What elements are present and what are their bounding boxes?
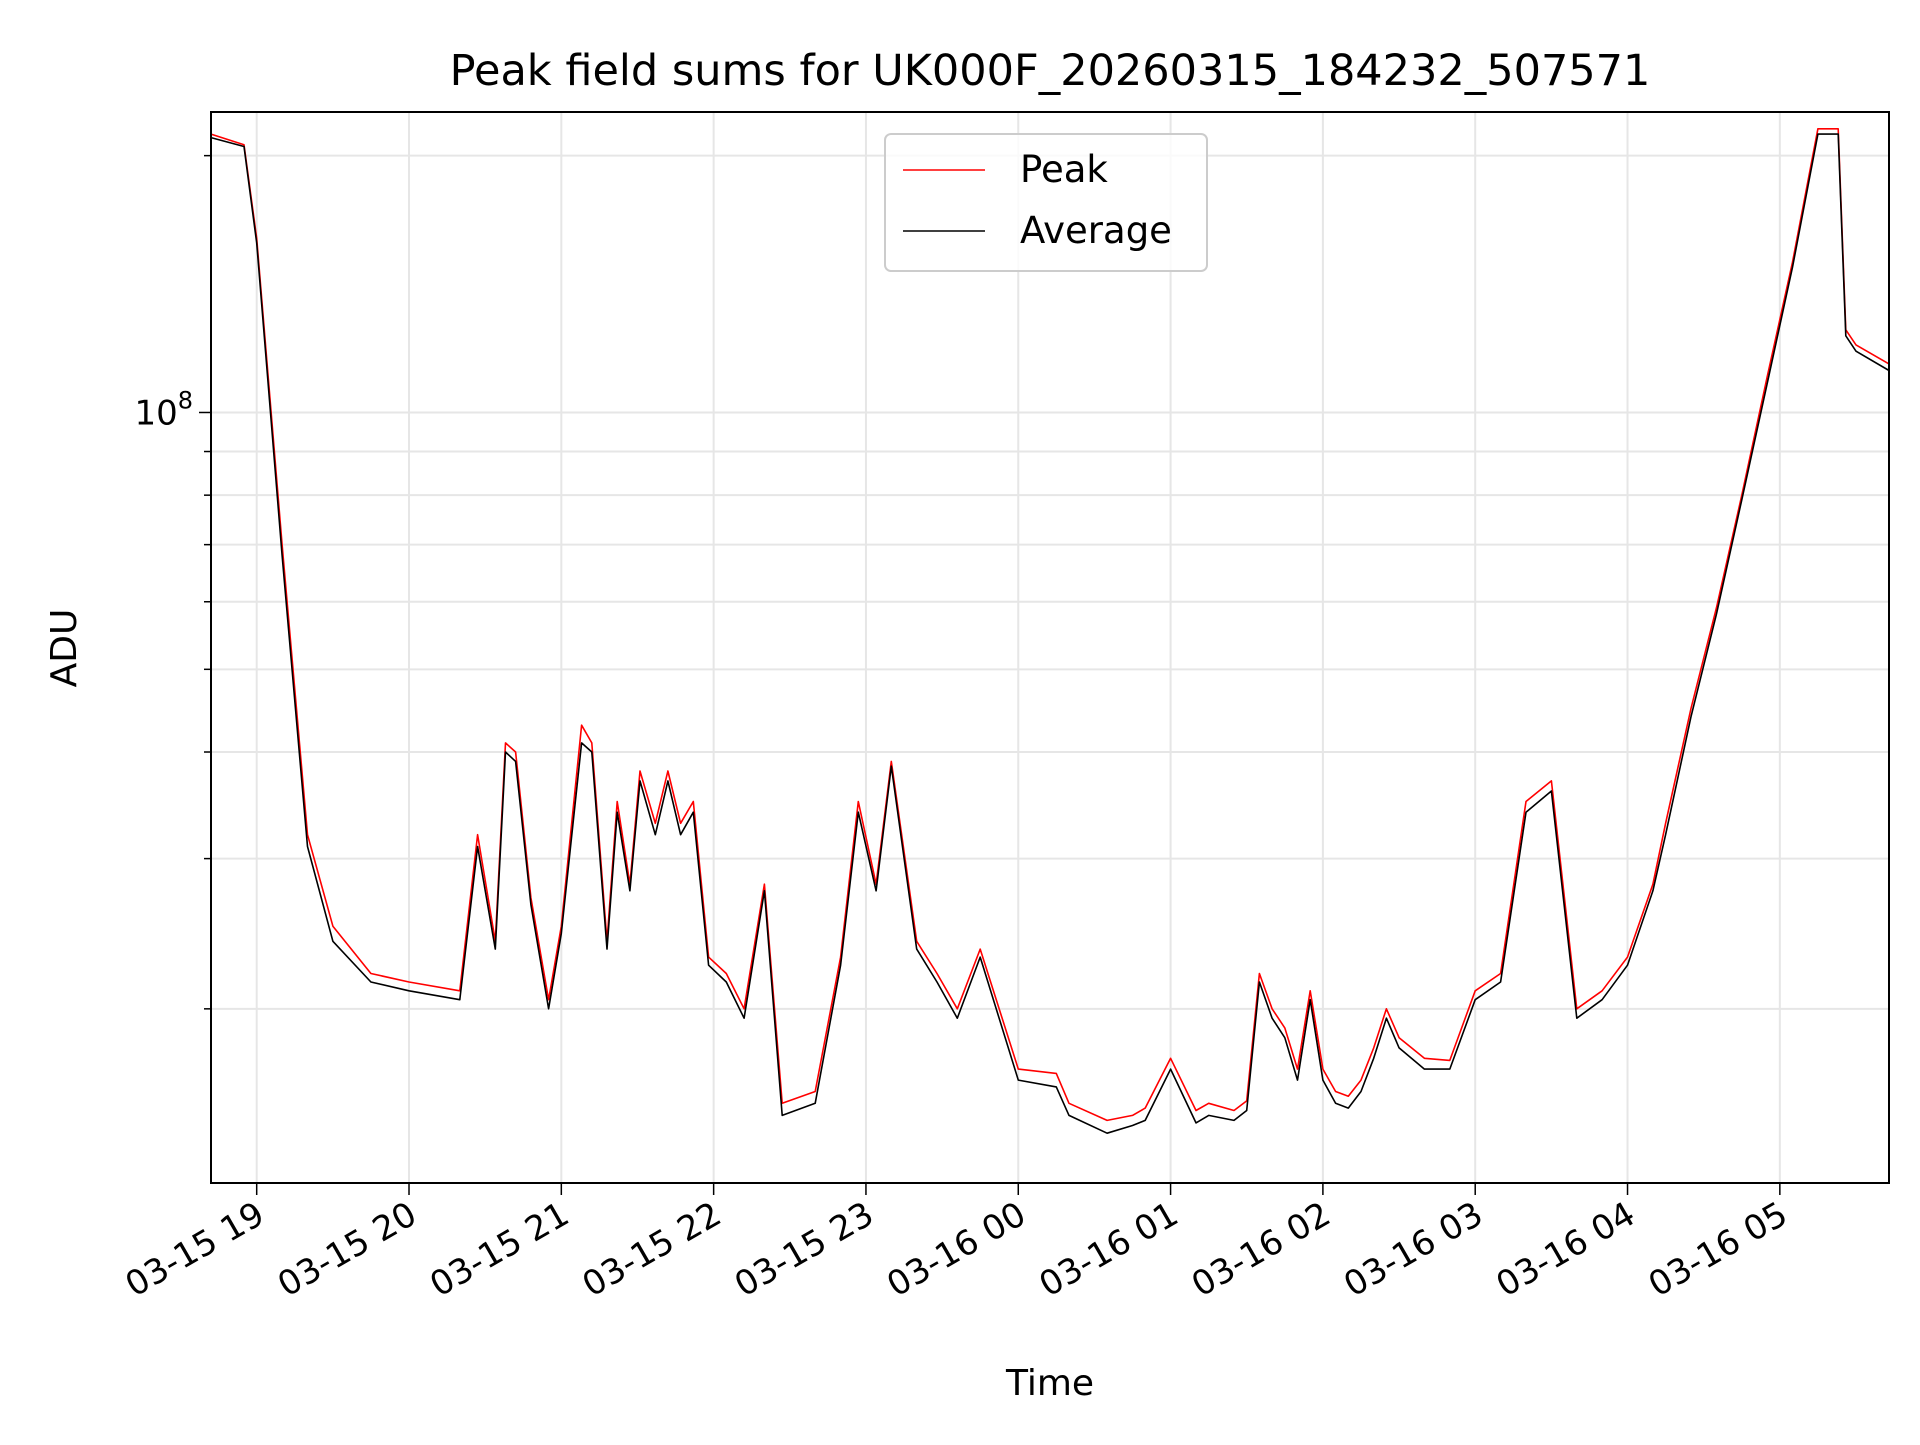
plot-area-frame: [210, 111, 1890, 1184]
legend-label-peak: Peak: [1020, 148, 1108, 191]
series-line-average: [210, 133, 1890, 1134]
legend-box: [884, 133, 1208, 272]
y-tick-label: 108: [134, 386, 193, 433]
x-axis-label: Time: [1005, 1363, 1094, 1404]
series-line-peak: [210, 128, 1890, 1122]
y-axis-label: ADU: [44, 609, 85, 688]
legend-label-average: Average: [1020, 209, 1172, 252]
series-lines: [210, 128, 1890, 1134]
legend: Peak Average: [884, 133, 1208, 272]
chart-title: Peak field sums for UK000F_20260315_1842…: [450, 46, 1651, 96]
